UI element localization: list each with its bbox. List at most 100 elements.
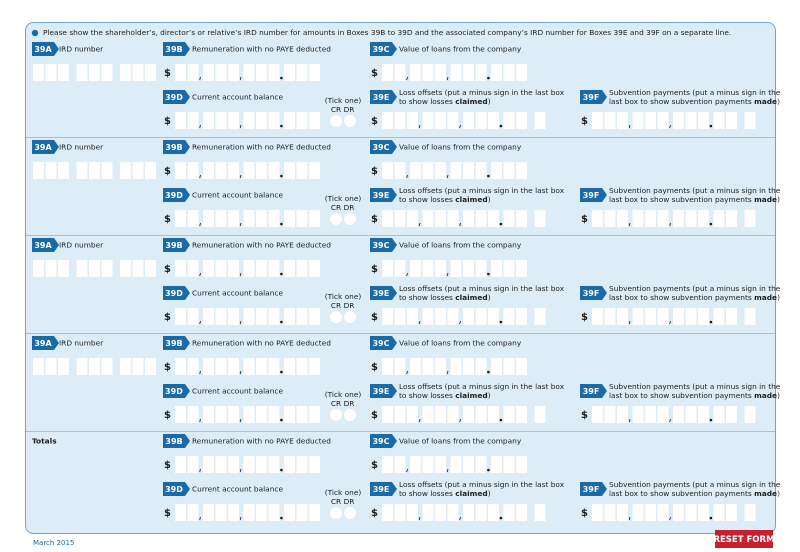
input-box[interactable] xyxy=(592,504,603,521)
input-box[interactable] xyxy=(33,358,44,375)
input-box[interactable] xyxy=(120,358,131,375)
input-box[interactable] xyxy=(296,308,308,325)
input-box[interactable] xyxy=(617,504,628,521)
input-box[interactable] xyxy=(89,260,100,277)
input-box[interactable] xyxy=(132,260,144,277)
input-box[interactable] xyxy=(422,260,434,277)
input-box[interactable] xyxy=(309,504,320,521)
input-box[interactable] xyxy=(296,64,308,81)
input-box[interactable] xyxy=(394,260,406,277)
input-box[interactable] xyxy=(394,112,406,129)
input-box[interactable] xyxy=(203,260,214,277)
input-box[interactable] xyxy=(228,162,239,179)
input-box[interactable] xyxy=(503,504,515,521)
input-box[interactable] xyxy=(491,358,502,375)
input-box[interactable] xyxy=(475,504,487,521)
input-box[interactable] xyxy=(175,162,186,179)
input-box[interactable] xyxy=(475,260,487,277)
input-box[interactable] xyxy=(256,162,267,179)
input-box[interactable] xyxy=(243,64,255,81)
input-box[interactable] xyxy=(187,406,199,423)
input-box[interactable] xyxy=(407,504,418,521)
input-box[interactable] xyxy=(101,162,113,179)
input-box[interactable] xyxy=(175,406,186,423)
input-box[interactable] xyxy=(268,112,280,129)
tick-circle[interactable] xyxy=(330,213,342,225)
input-box[interactable] xyxy=(382,406,393,423)
input-box[interactable] xyxy=(215,504,227,521)
tick-circle[interactable] xyxy=(344,115,356,127)
input-box[interactable] xyxy=(673,406,684,423)
input-box[interactable] xyxy=(394,358,406,375)
input-box[interactable] xyxy=(450,64,462,81)
input-box[interactable] xyxy=(435,358,446,375)
input-box[interactable] xyxy=(516,406,527,423)
input-box[interactable] xyxy=(268,358,280,375)
input-box[interactable] xyxy=(488,504,499,521)
input-box[interactable] xyxy=(744,112,756,129)
input-box[interactable] xyxy=(256,504,267,521)
input-box[interactable] xyxy=(203,162,214,179)
tick-circle[interactable] xyxy=(344,409,356,421)
input-box[interactable] xyxy=(475,112,487,129)
input-box[interactable] xyxy=(503,260,515,277)
input-box[interactable] xyxy=(503,210,515,227)
input-box[interactable] xyxy=(516,504,527,521)
input-box[interactable] xyxy=(309,64,320,81)
input-box[interactable] xyxy=(447,504,459,521)
input-box[interactable] xyxy=(187,456,199,473)
input-box[interactable] xyxy=(407,210,418,227)
input-box[interactable] xyxy=(394,308,406,325)
input-box[interactable] xyxy=(101,260,113,277)
input-box[interactable] xyxy=(296,358,308,375)
input-box[interactable] xyxy=(516,260,527,277)
input-box[interactable] xyxy=(503,406,515,423)
input-box[interactable] xyxy=(488,112,499,129)
input-box[interactable] xyxy=(645,406,656,423)
input-box[interactable] xyxy=(516,456,527,473)
input-box[interactable] xyxy=(268,162,280,179)
input-box[interactable] xyxy=(632,504,644,521)
input-box[interactable] xyxy=(673,112,684,129)
input-box[interactable] xyxy=(89,162,100,179)
input-box[interactable] xyxy=(132,64,144,81)
input-box[interactable] xyxy=(475,406,487,423)
input-box[interactable] xyxy=(175,456,186,473)
input-box[interactable] xyxy=(215,64,227,81)
input-box[interactable] xyxy=(657,112,669,129)
input-box[interactable] xyxy=(175,308,186,325)
input-box[interactable] xyxy=(744,210,756,227)
input-box[interactable] xyxy=(698,308,709,325)
input-box[interactable] xyxy=(76,162,88,179)
input-box[interactable] xyxy=(284,210,295,227)
input-box[interactable] xyxy=(503,112,515,129)
input-box[interactable] xyxy=(422,210,434,227)
input-box[interactable] xyxy=(45,64,57,81)
input-box[interactable] xyxy=(394,210,406,227)
input-box[interactable] xyxy=(713,406,725,423)
input-box[interactable] xyxy=(309,112,320,129)
input-box[interactable] xyxy=(284,162,295,179)
input-box[interactable] xyxy=(685,308,697,325)
input-box[interactable] xyxy=(256,112,267,129)
tick-circle[interactable] xyxy=(330,409,342,421)
input-box[interactable] xyxy=(284,64,295,81)
tick-circle[interactable] xyxy=(330,311,342,323)
input-box[interactable] xyxy=(713,112,725,129)
input-box[interactable] xyxy=(435,210,446,227)
input-box[interactable] xyxy=(534,210,546,227)
input-box[interactable] xyxy=(256,64,267,81)
input-box[interactable] xyxy=(422,406,434,423)
input-box[interactable] xyxy=(284,260,295,277)
input-box[interactable] xyxy=(673,504,684,521)
input-box[interactable] xyxy=(657,308,669,325)
input-box[interactable] xyxy=(187,260,199,277)
input-box[interactable] xyxy=(645,210,656,227)
input-box[interactable] xyxy=(604,308,616,325)
input-box[interactable] xyxy=(632,406,644,423)
input-box[interactable] xyxy=(422,456,434,473)
tick-circle[interactable] xyxy=(344,507,356,519)
input-box[interactable] xyxy=(296,456,308,473)
input-box[interactable] xyxy=(89,64,100,81)
input-box[interactable] xyxy=(256,210,267,227)
